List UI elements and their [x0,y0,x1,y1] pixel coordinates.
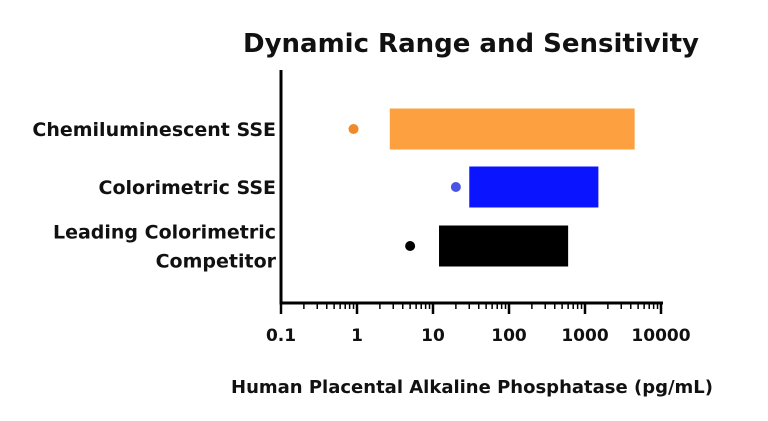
y-axis-categories: Chemiluminescent SSE Colorimetric SSE Lead… [32,119,276,273]
range-bar [389,108,635,150]
detection-limit-point [348,124,359,134]
category-label: Leading Colorimetric [53,222,276,244]
plot-area [348,108,635,267]
range-bar [469,166,599,208]
range-bar [439,225,569,267]
x-axis-label: Human Placental Alkaline Phosphatase (pg… [231,377,713,398]
x-tick-label: 0.1 [266,326,296,346]
x-tick-label: 10 [421,326,445,346]
x-tick-label: 10000 [631,326,690,346]
chart-title: Dynamic Range and Sensitivity [243,29,699,59]
category-label: Chemiluminescent SSE [32,119,276,141]
detection-limit-point [405,241,416,251]
x-axis-ticks: 0.1 1 10 100 1000 10000 [266,303,691,346]
detection-limit-point [450,182,461,192]
category-label: Colorimetric SSE [99,177,276,199]
x-tick-label: 100 [491,326,527,346]
category-label: Competitor [156,251,277,273]
x-tick-label: 1 [351,326,363,346]
x-tick-label: 1000 [561,326,608,346]
